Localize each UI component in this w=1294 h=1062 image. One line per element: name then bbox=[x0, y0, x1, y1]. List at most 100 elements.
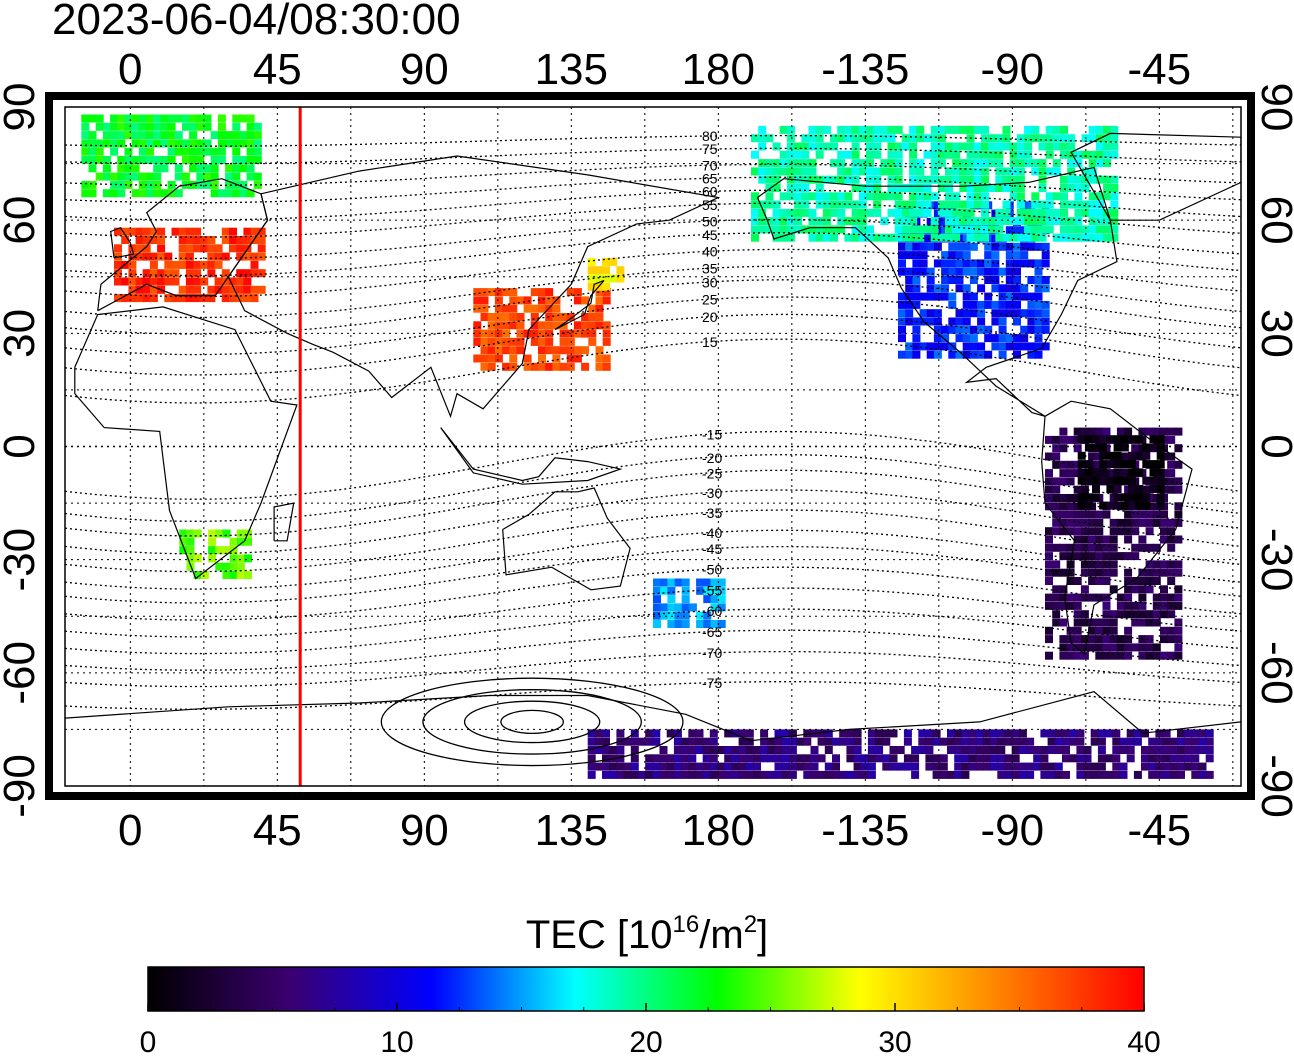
tec-cell bbox=[538, 346, 546, 355]
tec-cell bbox=[1167, 460, 1176, 469]
tec-cell bbox=[117, 122, 126, 131]
tec-cell bbox=[232, 131, 241, 140]
tec-cell bbox=[1095, 568, 1104, 577]
tec-cell bbox=[494, 304, 503, 313]
tec-cell bbox=[1060, 184, 1068, 192]
tec-cell bbox=[1016, 134, 1025, 143]
tec-cell bbox=[1016, 192, 1025, 201]
tec-cell bbox=[214, 244, 223, 253]
tec-cell bbox=[186, 529, 195, 538]
tec-cell bbox=[1167, 635, 1176, 644]
tec-cell bbox=[1088, 635, 1097, 644]
tec-cell bbox=[1045, 167, 1054, 176]
tec-cell bbox=[894, 225, 903, 234]
tec-cell bbox=[1045, 535, 1053, 544]
tec-cell bbox=[982, 762, 991, 771]
tec-cell bbox=[962, 325, 971, 334]
tec-cell bbox=[1041, 342, 1050, 351]
tec-cell bbox=[1088, 233, 1097, 242]
tec-cell bbox=[738, 746, 747, 754]
tec-cell bbox=[1095, 560, 1104, 569]
tec-cell bbox=[1131, 543, 1140, 552]
tec-cell bbox=[214, 252, 223, 261]
tec-cell bbox=[1066, 577, 1075, 585]
tec-cell bbox=[1152, 510, 1161, 519]
tec-cell bbox=[786, 184, 795, 192]
tec-cell bbox=[887, 175, 896, 184]
tec-cell bbox=[1174, 601, 1183, 610]
tec-cell bbox=[1131, 527, 1140, 536]
tec-cell bbox=[1084, 443, 1093, 452]
tec-cell bbox=[243, 227, 252, 236]
contour-label: -30 bbox=[702, 485, 722, 501]
tec-cell bbox=[659, 770, 668, 779]
tec-cell bbox=[968, 754, 977, 763]
tec-cell bbox=[1084, 435, 1093, 444]
contour-label: 20 bbox=[702, 309, 718, 325]
tec-cell bbox=[695, 762, 704, 771]
tec-cell bbox=[977, 309, 986, 318]
tec-cell bbox=[1066, 518, 1075, 527]
tec-cell bbox=[954, 746, 963, 754]
tec-cell bbox=[1080, 651, 1089, 660]
tec-cell bbox=[923, 150, 932, 159]
tec-cell bbox=[1102, 568, 1111, 577]
tec-cell bbox=[894, 125, 903, 134]
tec-cell bbox=[674, 611, 683, 620]
tec-cell bbox=[1002, 217, 1011, 226]
tec-cell bbox=[772, 225, 781, 234]
tec-cell bbox=[751, 192, 759, 201]
tec-cell bbox=[1160, 593, 1168, 602]
tec-cell bbox=[1109, 585, 1118, 594]
tec-cell bbox=[846, 729, 855, 738]
tec-cell bbox=[1054, 729, 1063, 738]
tec-cell bbox=[1095, 577, 1104, 585]
tec-cell bbox=[760, 754, 769, 763]
tec-cell bbox=[1124, 518, 1133, 527]
tec-cell bbox=[1088, 192, 1097, 201]
lat-tick-label: -30 bbox=[0, 528, 44, 592]
tec-cell bbox=[937, 200, 946, 209]
contour-line bbox=[65, 430, 1241, 500]
tec-cell bbox=[142, 277, 151, 286]
tec-cell bbox=[1062, 746, 1070, 754]
tec-cell bbox=[1095, 527, 1104, 536]
tec-cell bbox=[1045, 543, 1053, 552]
tec-cell bbox=[1067, 159, 1076, 168]
tec-cell bbox=[966, 184, 975, 192]
tec-cell bbox=[146, 147, 154, 156]
tec-cell bbox=[1013, 350, 1021, 359]
tec-cell bbox=[937, 142, 946, 151]
tec-cell bbox=[731, 762, 740, 771]
tec-cell bbox=[203, 147, 212, 156]
tec-cell bbox=[193, 294, 202, 303]
tec-cell bbox=[932, 754, 941, 763]
tec-cell bbox=[257, 236, 266, 244]
tec-cell bbox=[930, 134, 939, 143]
tec-cell bbox=[215, 562, 224, 571]
tec-cell bbox=[480, 362, 489, 371]
tec-cell bbox=[1060, 175, 1068, 184]
tec-cell bbox=[995, 233, 1004, 242]
tec-cell bbox=[1052, 593, 1061, 602]
contour-line bbox=[65, 338, 1241, 404]
tec-cell bbox=[1033, 754, 1042, 763]
tec-cell bbox=[142, 227, 151, 236]
tec-cell bbox=[81, 156, 90, 164]
contour-label: -60 bbox=[702, 603, 722, 619]
tec-cell bbox=[246, 122, 255, 131]
tec-cell bbox=[1092, 435, 1100, 444]
tec-cell bbox=[1066, 601, 1075, 610]
tec-cell bbox=[502, 337, 511, 346]
tec-cell bbox=[1156, 501, 1165, 510]
colorbar-tick-label: 20 bbox=[629, 1026, 662, 1057]
tec-cell bbox=[1005, 242, 1014, 251]
tec-cell bbox=[788, 746, 797, 754]
tec-cell bbox=[149, 269, 158, 278]
tec-cell bbox=[487, 337, 496, 346]
tec-cell bbox=[480, 296, 489, 305]
tec-cell bbox=[867, 737, 876, 746]
tec-cell bbox=[882, 762, 891, 771]
tec-cell bbox=[573, 329, 582, 338]
tec-cell bbox=[142, 236, 151, 244]
